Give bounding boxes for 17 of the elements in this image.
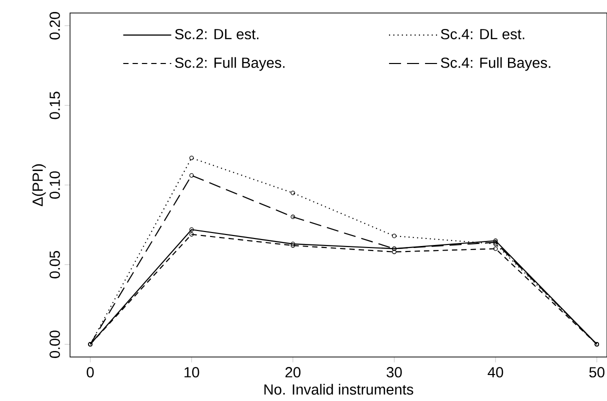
y-tick-label: 0.10	[50, 171, 60, 199]
y-tick-label: 0.15	[50, 92, 60, 120]
legend-label: Sc.4: Full Bayes.	[440, 57, 550, 71]
y-axis-title: Δ(PPI)	[32, 164, 46, 206]
legend-label: Sc.2: Full Bayes.	[175, 57, 284, 71]
x-tick-label: 0	[86, 367, 94, 378]
y-tick-label: 0.05	[50, 250, 60, 278]
x-tick-label: 30	[386, 367, 402, 378]
y-tick-label: 0.00	[50, 330, 60, 358]
legend-label: Sc.2: DL est.	[175, 28, 258, 40]
x-tick-label: 50	[589, 367, 604, 378]
x-tick-label: 40	[488, 367, 504, 378]
x-tick-label: 10	[184, 367, 200, 378]
x-tick-label: 20	[285, 367, 300, 378]
x-axis-title: No. Invalid instruments	[264, 384, 414, 395]
y-tick-label: 0.20	[50, 12, 60, 40]
legend-label: Sc.4: DL est.	[440, 28, 524, 40]
